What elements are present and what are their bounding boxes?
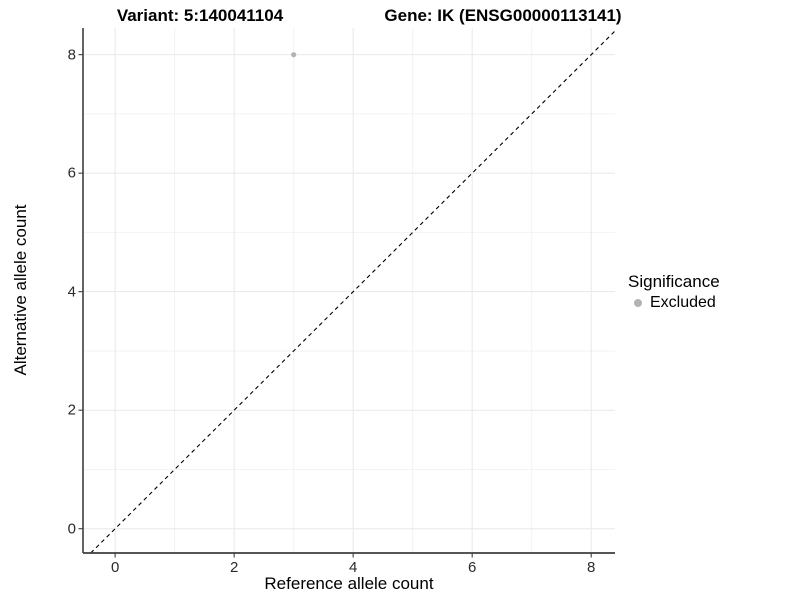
data-point [291, 52, 297, 58]
legend-title: Significance [628, 272, 720, 291]
plot-panel [78, 28, 616, 558]
x-tick-label: 6 [468, 559, 477, 576]
x-tick-label: 0 [110, 559, 120, 576]
plot-title-variant: Variant: 5:140041104 [116, 6, 284, 25]
legend-item: Excluded [628, 294, 720, 312]
y-tick-label: 4 [67, 283, 76, 301]
x-tick-label: 8 [587, 559, 596, 576]
y-tick-label: 2 [67, 401, 76, 419]
x-tick-label: 2 [229, 559, 239, 576]
y-axis-title: Alternative allele count [11, 204, 30, 376]
x-axis-title: Reference allele count [264, 574, 434, 593]
x-tick-label: 4 [348, 559, 358, 576]
identity-reference-line [90, 30, 616, 554]
y-tick-label: 6 [67, 164, 76, 182]
plot-title-gene: Gene: IK (ENSG00000113141) [384, 6, 622, 25]
legend-items: Excluded [628, 294, 720, 312]
legend-item-label: Excluded [650, 294, 716, 311]
legend: Significance Excluded [628, 272, 720, 312]
y-tick-label: 8 [67, 46, 76, 64]
legend-key-dot-icon [634, 299, 642, 307]
y-tick-label: 0 [67, 520, 76, 538]
